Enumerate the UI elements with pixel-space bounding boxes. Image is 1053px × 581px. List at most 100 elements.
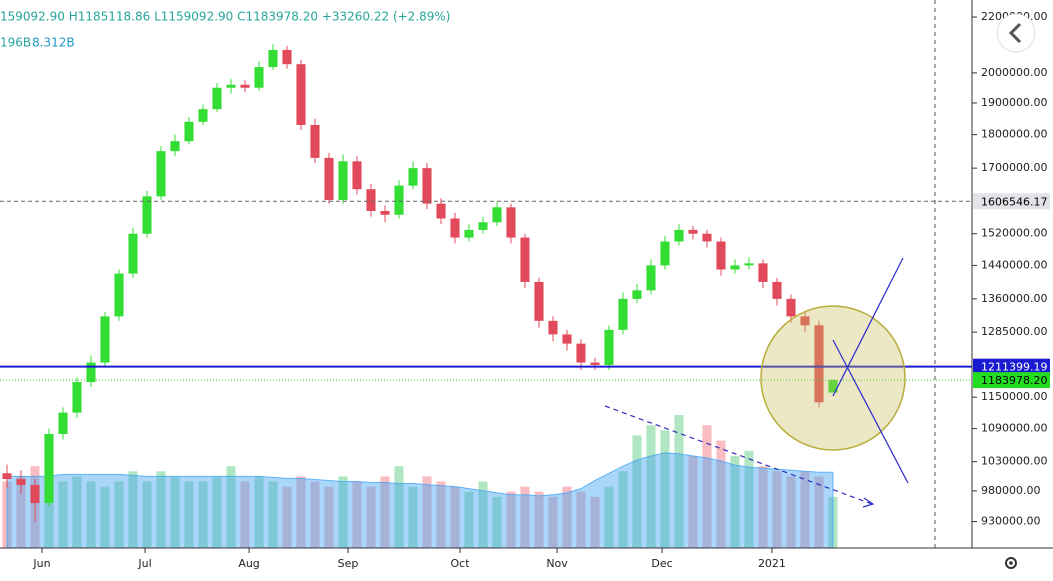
volume-bar xyxy=(226,466,236,548)
ohlc-legend: 159092.90 H1185118.86 L1159092.90 C11839… xyxy=(0,10,451,24)
y-tick-label: 1285000.00 xyxy=(981,325,1047,338)
volume-bar xyxy=(268,481,278,548)
volume-bar xyxy=(16,476,26,548)
candle-body xyxy=(814,325,824,403)
volume-bar xyxy=(142,481,152,548)
candle-body xyxy=(632,290,642,299)
candle-body xyxy=(198,109,208,122)
candle-body xyxy=(170,141,180,152)
candle-body xyxy=(702,233,712,242)
candle-body xyxy=(366,189,376,212)
highlight-circle xyxy=(760,305,906,451)
volume-bar xyxy=(58,481,68,548)
candle-body xyxy=(464,229,474,238)
volume-bar xyxy=(310,481,320,548)
candle-body xyxy=(58,412,68,434)
candle-body xyxy=(562,334,572,344)
candle-body xyxy=(394,185,404,215)
x-tick-label: Dec xyxy=(651,557,672,570)
candle-body xyxy=(478,222,488,230)
volume-bar xyxy=(632,435,642,548)
candle-body xyxy=(604,329,614,365)
y-tick-label: 1700000.00 xyxy=(981,161,1047,174)
candle-body xyxy=(590,362,600,365)
volume-bar xyxy=(534,491,544,548)
y-tick-label: 1360000.00 xyxy=(981,292,1047,305)
volume-bar xyxy=(646,425,656,548)
price-badge xyxy=(973,193,1050,210)
candle-body xyxy=(730,265,740,270)
volume-bar xyxy=(282,486,292,548)
candle-body xyxy=(674,229,684,242)
trend-arrow xyxy=(604,405,873,505)
y-tick-label: 930000.00 xyxy=(981,515,1041,528)
volume-bar xyxy=(520,486,530,548)
volume-bar xyxy=(674,415,684,548)
candle-body xyxy=(800,316,810,326)
settings-button[interactable] xyxy=(1005,557,1017,569)
volume-bar xyxy=(702,425,712,548)
candle-body xyxy=(520,237,530,282)
candle-body xyxy=(646,265,656,291)
candle-body xyxy=(100,316,110,363)
axes: 2200000.002000000.001900000.001800000.00… xyxy=(32,10,1050,570)
volume-bar xyxy=(688,455,698,548)
volume-bar xyxy=(184,481,194,548)
volume-legend: 196B xyxy=(0,36,31,50)
candle-body xyxy=(422,168,432,204)
x-tick-label: 2021 xyxy=(758,557,786,570)
candle-body xyxy=(268,49,278,68)
candle-body xyxy=(226,84,236,88)
volume-bar xyxy=(436,481,446,548)
gear-icon[interactable] xyxy=(1005,557,1017,569)
volume-bar xyxy=(72,476,82,548)
volume-bar xyxy=(800,471,810,548)
candle-body xyxy=(576,343,586,363)
y-tick-label: 1440000.00 xyxy=(981,258,1047,271)
volume-bar xyxy=(506,491,516,548)
volume-bar xyxy=(618,471,628,548)
candle-body xyxy=(128,233,138,274)
volume-bar xyxy=(758,466,768,548)
volume-bar xyxy=(170,476,180,548)
volume-bar xyxy=(100,486,110,548)
volume-bar xyxy=(814,476,824,548)
candle-body xyxy=(2,473,12,480)
back-chevron xyxy=(1008,22,1022,44)
candle-body xyxy=(240,84,250,88)
volume-bar xyxy=(548,496,558,548)
price-badge xyxy=(973,358,1050,375)
candle-body xyxy=(828,380,838,393)
y-tick-label: 1090000.00 xyxy=(981,422,1047,435)
candle-body xyxy=(296,64,306,125)
price-pane xyxy=(0,44,972,522)
candle-body xyxy=(618,298,628,330)
y-tick-label: 1520000.00 xyxy=(981,227,1047,240)
volume-bar xyxy=(464,491,474,548)
x-tick-label: Nov xyxy=(546,557,568,570)
candle-body xyxy=(44,433,54,503)
volume-bar xyxy=(590,496,600,548)
y-tick-label: 1900000.00 xyxy=(981,96,1047,109)
volume-bar xyxy=(730,455,740,548)
back-button[interactable] xyxy=(996,13,1036,53)
volume-bar xyxy=(576,491,586,548)
price-badge-label: 1606546.17 xyxy=(981,195,1047,208)
candle-body xyxy=(30,484,40,503)
volume-bar xyxy=(422,476,432,548)
x-tick-label: Oct xyxy=(451,557,471,570)
x-tick-label: Sep xyxy=(338,557,359,570)
volume-bar xyxy=(772,471,782,548)
volume-bar xyxy=(240,481,250,548)
candle-body xyxy=(16,479,26,485)
candle-body xyxy=(758,263,768,282)
volume-bar xyxy=(478,481,488,548)
volume-bar xyxy=(744,450,754,548)
volume-bar xyxy=(338,476,348,548)
volume-bar xyxy=(660,430,670,548)
candle-body xyxy=(492,207,502,223)
price-badge xyxy=(973,372,1050,389)
back-button-circle[interactable] xyxy=(996,13,1036,53)
volume-bar xyxy=(380,476,390,548)
